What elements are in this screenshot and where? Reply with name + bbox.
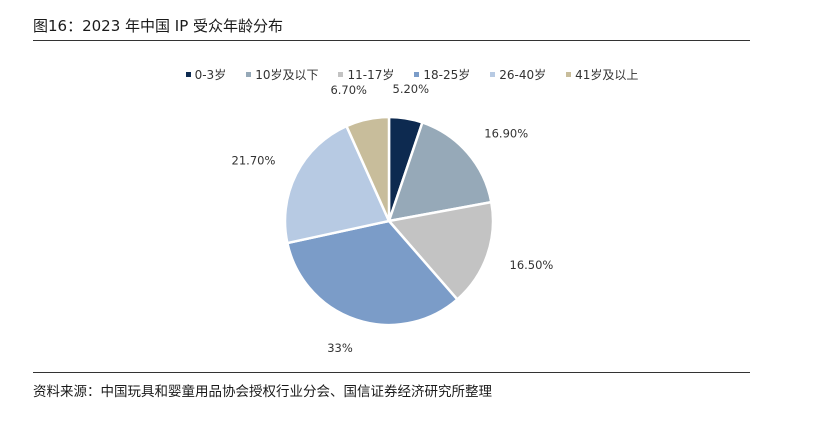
legend-swatch: [414, 72, 420, 77]
chart-legend: 0-3岁 10岁及以下 11-17岁 18-25岁 26-40岁 41岁及以上: [0, 66, 824, 83]
legend-item: 41岁及以上: [566, 66, 638, 83]
legend-label: 18-25岁: [423, 68, 471, 82]
legend-label: 0-3岁: [194, 68, 227, 82]
legend-label: 41岁及以上: [575, 68, 639, 82]
pie-slice: [283, 124, 391, 245]
pie-slice: [344, 115, 391, 222]
legend-item: 26-40岁: [490, 66, 546, 83]
bottom-rule: [33, 372, 750, 373]
legend-label: 11-17岁: [347, 68, 395, 82]
pie-data-label: 33%: [327, 341, 353, 355]
pie-data-label: 5.20%: [393, 82, 430, 96]
legend-swatch: [566, 72, 572, 77]
pie-data-label: 21.70%: [232, 154, 276, 168]
legend-item: 11-17岁: [338, 66, 394, 83]
pie-data-label: 16.50%: [510, 258, 554, 272]
pie-data-label: 16.90%: [484, 126, 528, 140]
pie-slice: [285, 219, 460, 327]
figure-title: 图16：2023 年中国 IP 受众年龄分布: [33, 17, 284, 35]
legend-swatch: [185, 72, 191, 77]
pie-slice: [387, 120, 493, 223]
legend-item: 18-25岁: [414, 66, 470, 83]
legend-label: 10岁及以下: [255, 68, 319, 82]
legend-item: 0-3岁: [185, 66, 227, 83]
legend-item: 10岁及以下: [246, 66, 318, 83]
legend-swatch: [490, 72, 496, 77]
legend-label: 26-40岁: [499, 68, 547, 82]
pie-slice: [386, 200, 495, 302]
top-rule: [33, 40, 750, 41]
legend-swatch: [338, 72, 344, 77]
pie-data-label: 6.70%: [330, 83, 367, 97]
source-note: 资料来源：中国玩具和婴童用品协会授权行业分会、国信证券经济研究所整理: [33, 384, 492, 400]
legend-swatch: [246, 72, 252, 77]
